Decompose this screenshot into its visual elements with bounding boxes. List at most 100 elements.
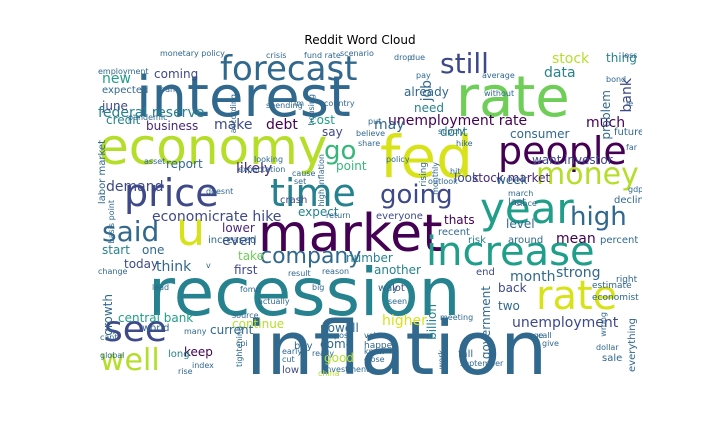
word-government: government (479, 286, 493, 360)
word-thats: thats (444, 213, 475, 227)
word-gdp: gdp (628, 185, 642, 194)
word-increase: increase (426, 229, 595, 275)
word-powell: powell (320, 321, 359, 335)
word-lot: lot (392, 283, 405, 294)
word-expect: expect (298, 205, 339, 219)
word-week: week (496, 173, 528, 187)
word-economist: economist (592, 293, 639, 303)
word-lower: lower (222, 221, 255, 235)
word-june: june (102, 99, 128, 113)
word-stock-market: stock market (472, 171, 551, 185)
word-need: need (414, 101, 444, 115)
word-another: another (374, 263, 421, 277)
word-economicrate-hike: economicrate hike (152, 209, 282, 225)
word-asset: asset (144, 157, 166, 166)
word-crisis: crisis (266, 51, 287, 60)
word-end: end (476, 267, 495, 278)
word-seen: seen (388, 297, 408, 306)
word-cloud: interest rate recession inflation fed ma… (98, 50, 642, 378)
word-investment: investment (324, 365, 370, 374)
word-business: business (146, 119, 199, 133)
word-loan: loan (158, 85, 176, 94)
word-market: market (258, 204, 443, 264)
word-recent: recent (438, 227, 470, 238)
word-higher: higher (382, 313, 427, 329)
word-start: start (102, 243, 130, 257)
word-central-bank: central bank (118, 311, 194, 325)
word-share: share (358, 139, 381, 148)
word-look: look (454, 171, 479, 185)
word-fed: fed (380, 123, 473, 191)
word-value: value (364, 331, 386, 340)
word-spending: spending (266, 101, 303, 110)
word-two: two (498, 299, 520, 313)
word-point: point (336, 159, 367, 173)
word-low: low (282, 365, 300, 376)
word-crash: crash (280, 195, 308, 206)
word-looking: looking (254, 155, 284, 164)
word-believe: believe (356, 129, 386, 138)
word-first: first (234, 263, 258, 277)
word-year: year (480, 184, 574, 233)
word-take: take (238, 249, 264, 263)
word-lead: lead (152, 283, 170, 292)
word-level: level (506, 217, 535, 231)
word-come: come (320, 337, 354, 351)
word-put: put (368, 117, 382, 126)
word-far: far (626, 143, 638, 152)
word-number: number (346, 251, 393, 265)
word-risk: risk (468, 235, 486, 246)
word-recession: recession (148, 254, 461, 331)
chart-title: Reddit Word Cloud (304, 33, 416, 47)
word-pay: pay (416, 71, 431, 80)
word-bond: bond (606, 75, 627, 84)
word-continue: continue (232, 317, 285, 331)
word-return: return (326, 211, 351, 220)
word-due: due (410, 53, 426, 62)
word-dont: dont (440, 125, 468, 139)
word-wrong: wrong (599, 312, 608, 337)
word-monthly: monthly (431, 162, 440, 195)
word-rate: rate (456, 65, 570, 130)
word-good: good (324, 351, 354, 365)
word-september: september (460, 359, 504, 368)
word-investor: investor (564, 153, 613, 167)
word-housing: housing (307, 94, 316, 126)
word-many: many (184, 327, 207, 336)
word-still: still (440, 50, 489, 80)
word-really: really (312, 349, 335, 358)
word-price: price (124, 171, 219, 215)
word-problem: problem (599, 90, 613, 140)
word-wage: wage (522, 331, 544, 340)
word-already: already (404, 85, 449, 99)
word-give: give (542, 339, 559, 348)
word-cost: cost (310, 113, 335, 127)
word-big: big (312, 283, 325, 292)
word-loss: loss (622, 51, 638, 60)
word-stock: stock (552, 51, 590, 67)
word-economy: economy (98, 118, 328, 176)
word-work: work (437, 350, 446, 370)
word-labor-market: labor market (98, 140, 108, 205)
word-forecast: forecast (220, 50, 358, 89)
word-basis-point: basis point (107, 200, 116, 244)
word-want: want (532, 153, 562, 167)
word-percent: percent (600, 235, 639, 246)
word-coming: coming (154, 67, 199, 81)
word-thing: thing (606, 51, 637, 65)
word-time: time (270, 171, 356, 215)
word-without: without (484, 89, 515, 98)
word-change: change (98, 267, 128, 276)
word-set: set (294, 177, 307, 186)
word-average: average (482, 71, 515, 80)
word-estimate: estimate (592, 281, 632, 291)
word-post: post (334, 331, 352, 340)
word-future: future (614, 127, 642, 138)
word-dollar: dollar (596, 343, 619, 352)
word-sale: sale (602, 353, 623, 364)
word-everything: everything (627, 318, 638, 372)
word-mean: mean (556, 231, 596, 247)
word-drop: drop (394, 53, 413, 62)
word-keep: keep (184, 345, 213, 359)
word-growth: growth (101, 294, 115, 336)
